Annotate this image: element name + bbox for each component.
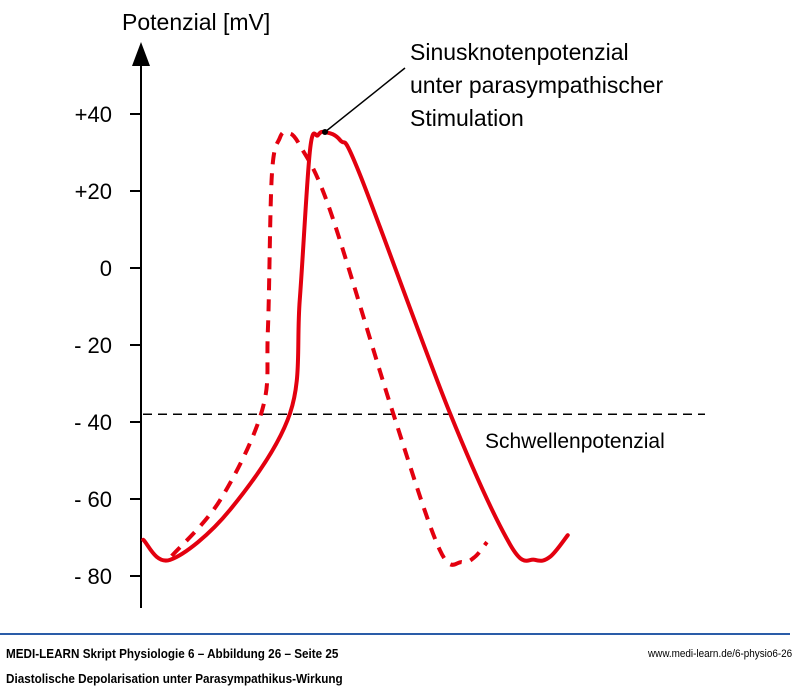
y-tick-label: - 60	[74, 487, 112, 512]
series-line-dashed	[170, 130, 489, 567]
threshold-label: Schwellenpotenzial	[485, 430, 665, 453]
y-tick-label: 0	[100, 256, 112, 281]
annotation-line-1: Sinusknotenpotenzial	[410, 39, 629, 65]
y-tick-label: +20	[75, 179, 112, 204]
y-axis-label: Potenzial [mV]	[122, 9, 270, 35]
y-tick-label: +40	[75, 102, 112, 127]
series-line-solid	[141, 129, 570, 563]
y-tick-label: - 40	[74, 410, 112, 435]
annotation-line-3: Stimulation	[410, 105, 524, 131]
chart: Potenzial [mV] +40 +20 0 - 20 - 40 - 60 - 80 S…	[74, 9, 705, 608]
y-tick-label: - 20	[74, 333, 112, 358]
footer-url[interactable]: www.medi-learn.de/6-physio6-26	[647, 648, 792, 660]
annotation-line-2: unter parasympathischer	[410, 72, 663, 98]
footer-title: MEDI-LEARN Skript Physiologie 6 – Abbild…	[6, 646, 339, 661]
footer-divider	[0, 633, 790, 635]
annotation-pointer	[324, 67, 406, 133]
annotation-dot	[322, 129, 328, 135]
y-tick-label: - 80	[74, 564, 112, 589]
footer-subtitle: Diastolische Depolarisation unter Parasy…	[6, 671, 343, 686]
y-axis-arrow	[132, 42, 150, 66]
